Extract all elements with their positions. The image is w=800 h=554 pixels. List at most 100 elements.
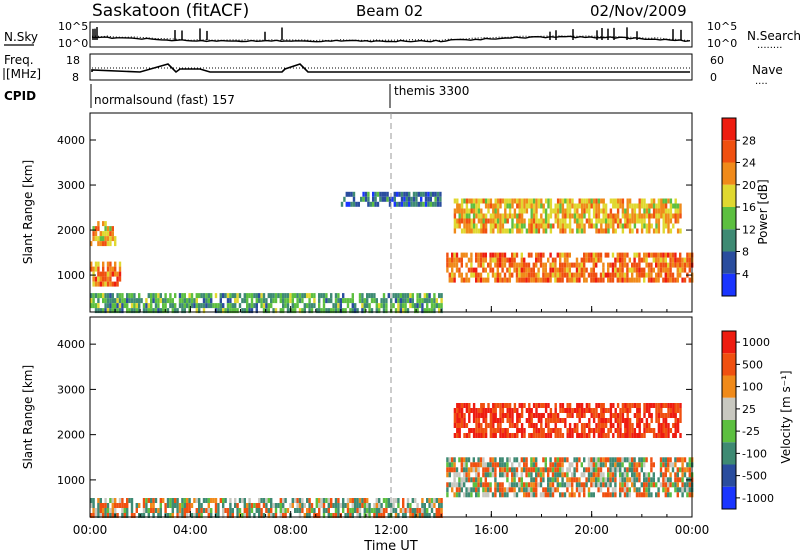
heatmap-cell: [537, 267, 540, 273]
heatmap-cell: [366, 503, 369, 508]
heatmap-cell: [372, 191, 375, 197]
heatmap-cell: [458, 213, 461, 219]
heatmap-cell: [599, 277, 603, 283]
heatmap-cell: [597, 428, 601, 433]
heatmap-cell: [472, 213, 476, 219]
heatmap-cell: [571, 413, 574, 418]
heatmap-cell: [655, 433, 658, 438]
heatmap-cell: [385, 308, 388, 314]
heatmap-cell: [532, 428, 536, 433]
heatmap-cell: [559, 257, 562, 263]
heatmap-cell: [468, 223, 471, 229]
heatmap-cell: [676, 218, 680, 224]
heatmap-cell: [258, 293, 261, 299]
heatmap-cell: [501, 457, 504, 463]
heatmap-cell: [551, 262, 555, 268]
heatmap-cell: [628, 457, 631, 463]
heatmap-cell: [638, 477, 641, 483]
heatmap-cell: [352, 196, 356, 202]
heatmap-cell: [455, 472, 459, 478]
heatmap-cell: [451, 262, 454, 268]
heatmap-cell: [291, 308, 294, 314]
heatmap-cell: [205, 303, 208, 309]
heatmap-cell: [655, 223, 658, 229]
heatmap-cell: [556, 277, 559, 283]
heatmap-cell: [467, 492, 471, 498]
heatmap-cell: [467, 457, 471, 463]
heatmap-cell: [530, 203, 533, 209]
heatmap-cell: [662, 267, 665, 273]
heatmap-cell: [686, 262, 689, 268]
heatmap-cell: [380, 508, 383, 513]
heatmap-cell: [640, 198, 644, 204]
heatmap-cell: [527, 472, 531, 478]
heatmap-cell: [676, 272, 679, 278]
heatmap-cell: [604, 223, 608, 229]
heatmap-cell: [458, 423, 461, 428]
heatmap-cell: [657, 223, 661, 229]
heatmap-cell: [446, 472, 449, 478]
heatmap-cell: [104, 241, 107, 247]
heatmap-cell: [421, 508, 424, 513]
heatmap-cell: [162, 298, 165, 304]
heatmap-cell: [178, 513, 182, 518]
heatmap-cell: [465, 467, 468, 473]
heatmap-cell: [623, 277, 627, 283]
heatmap-cell: [576, 228, 579, 234]
heatmap-cell: [664, 267, 667, 273]
heatmap-cell: [202, 508, 206, 513]
heatmap-cell: [664, 413, 668, 418]
heatmap-cell: [456, 423, 459, 428]
heatmap-cell: [626, 457, 629, 463]
heatmap-cell: [373, 503, 376, 508]
heatmap-cell: [676, 277, 679, 283]
heatmap-cell: [313, 513, 316, 518]
heatmap-cell: [499, 262, 502, 268]
heatmap-cell: [626, 418, 629, 423]
y-tick-label: 2000: [57, 429, 85, 442]
heatmap-cell: [491, 267, 495, 273]
heatmap-cell: [147, 508, 150, 513]
heatmap-cell: [540, 223, 543, 229]
heatmap-cell: [667, 477, 670, 483]
heatmap-cell: [520, 423, 524, 428]
heatmap-cell: [440, 303, 443, 309]
heatmap-cell: [561, 433, 565, 438]
heatmap-cell: [631, 462, 634, 468]
heatmap-cell: [648, 413, 651, 418]
heatmap-cell: [279, 308, 282, 314]
heatmap-cell: [406, 508, 410, 513]
heatmap-cell: [282, 298, 285, 304]
heatmap-cell: [94, 508, 98, 513]
heatmap-cell: [528, 418, 531, 423]
heatmap-cell: [468, 413, 471, 418]
heatmap-cell: [330, 498, 333, 503]
heatmap-cell: [650, 418, 653, 423]
heatmap-cell: [530, 218, 533, 224]
heatmap-cell: [554, 272, 557, 278]
heatmap-cell: [152, 293, 155, 299]
heatmap-cell: [455, 492, 459, 498]
heatmap-cell: [176, 498, 179, 503]
heatmap-cell: [580, 472, 583, 478]
heatmap-cell: [489, 457, 492, 463]
heatmap-cell: [587, 472, 591, 478]
heatmap-cell: [400, 201, 404, 207]
heatmap-cell: [92, 513, 95, 518]
heatmap-cell: [607, 487, 610, 493]
heatmap-cell: [367, 196, 370, 202]
heatmap-cell: [279, 293, 282, 299]
heatmap-cell: [458, 218, 461, 224]
heatmap-cell: [318, 498, 321, 503]
heatmap-cell: [361, 503, 364, 508]
heatmap-cell: [414, 303, 417, 309]
heatmap-cell: [626, 218, 629, 224]
heatmap-cell: [183, 298, 186, 304]
heatmap-cell: [126, 308, 129, 314]
n-sky-label: N.Sky: [4, 30, 38, 44]
heatmap-cell: [652, 462, 655, 468]
heatmap-cell: [504, 413, 507, 418]
heatmap-cell: [614, 467, 617, 473]
heatmap-cell: [614, 203, 617, 209]
heatmap-cell: [657, 267, 660, 273]
